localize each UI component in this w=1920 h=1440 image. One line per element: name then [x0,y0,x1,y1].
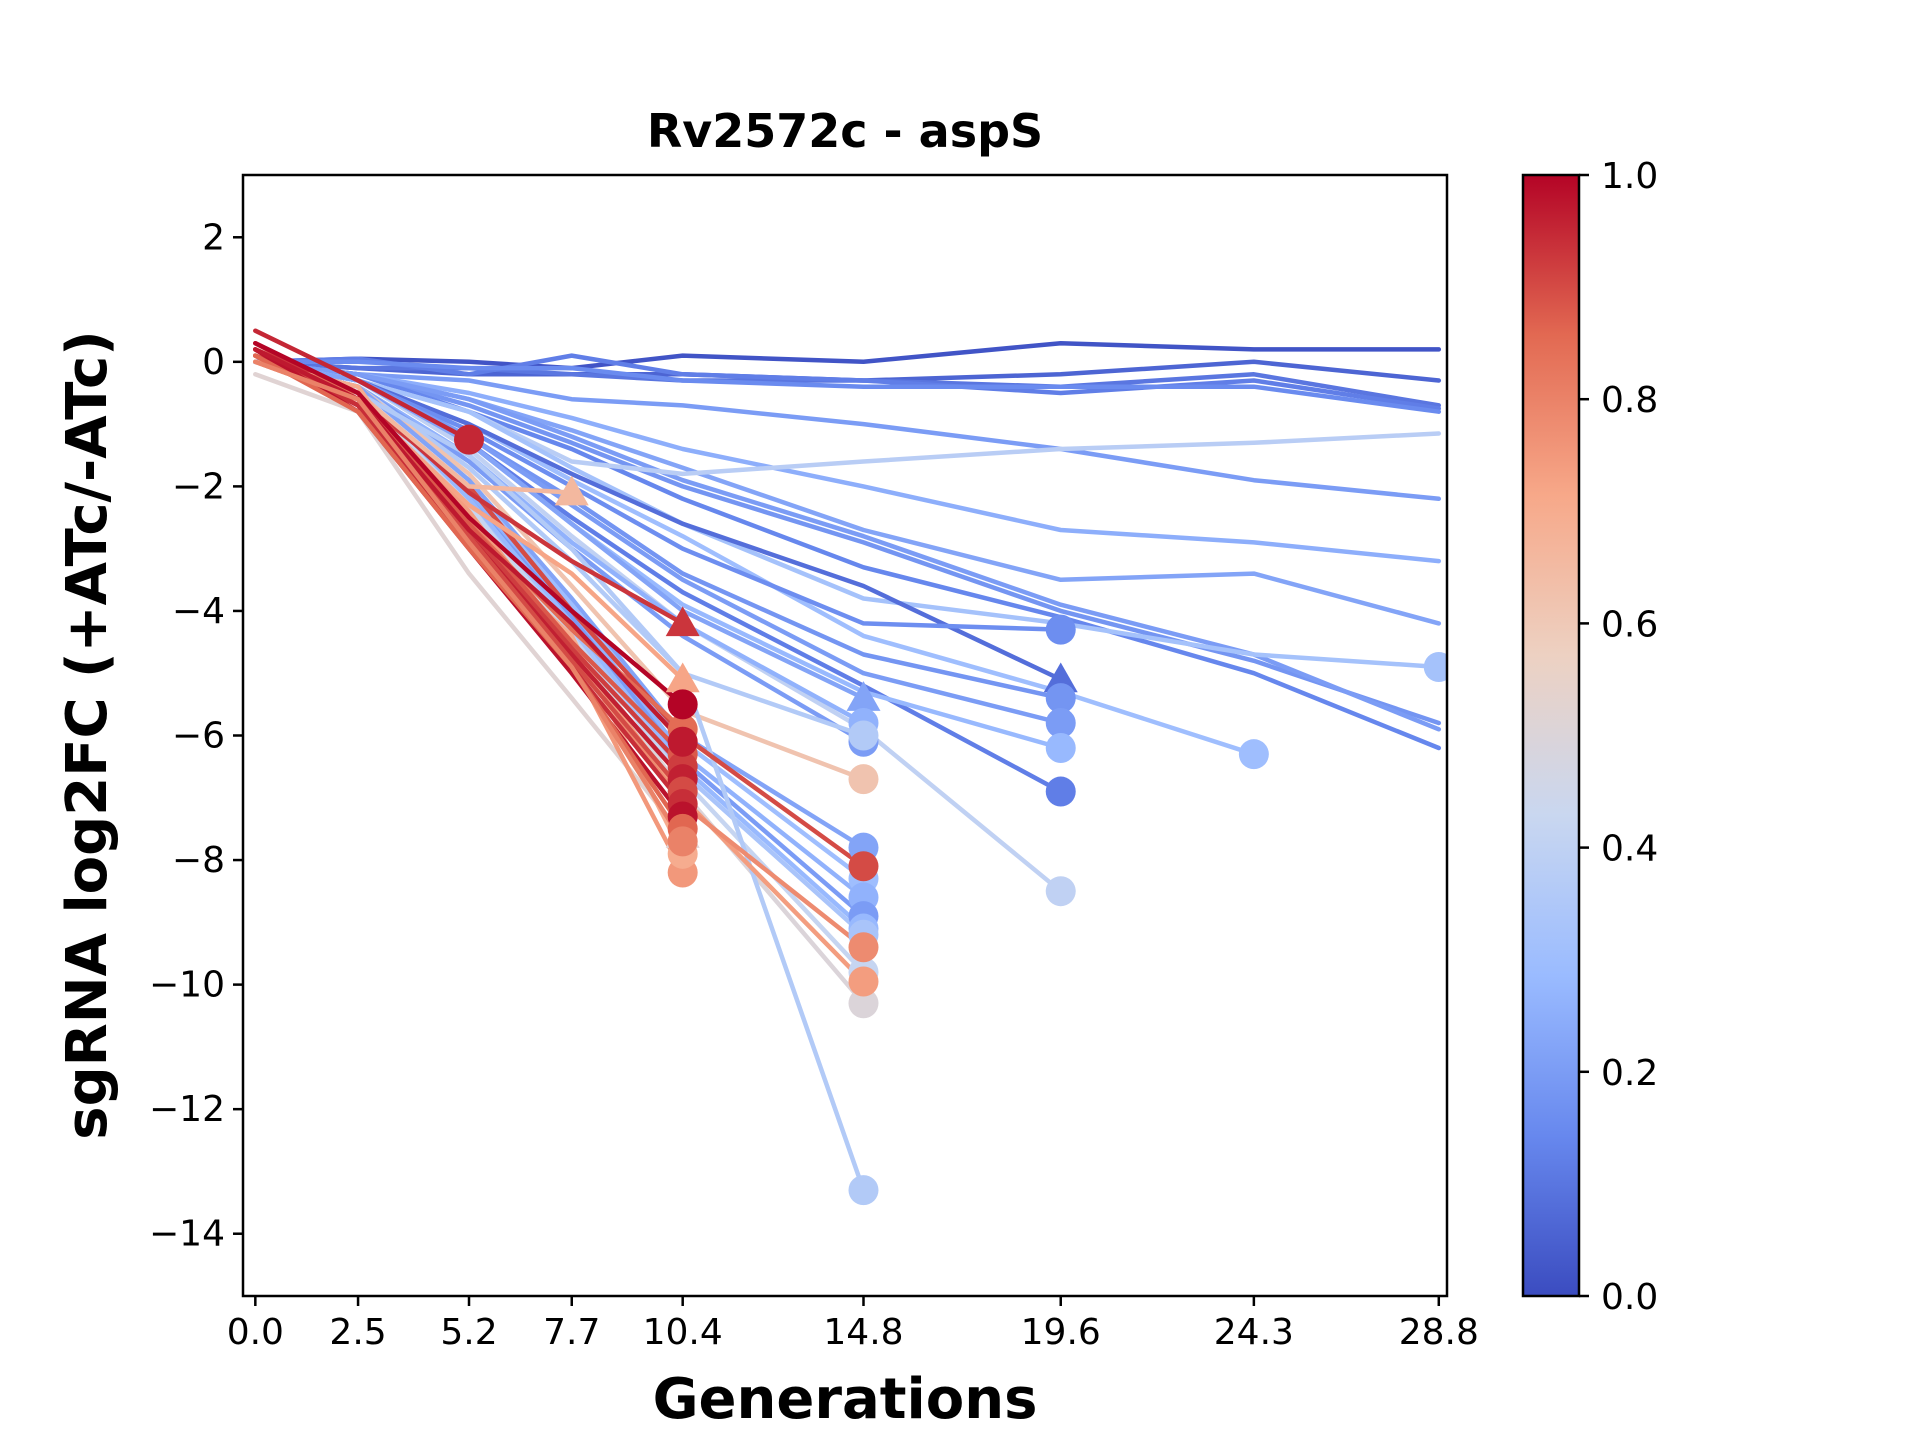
series-end-marker [848,988,879,1019]
series-end-marker [1045,614,1076,645]
series-end-marker [848,851,879,882]
series-end-marker [848,764,879,795]
series-line [253,328,472,442]
x-tick-label: 5.2 [440,1312,497,1353]
series-end-marker [848,932,879,963]
x-tick-label: 14.8 [823,1312,903,1353]
series-line [253,347,685,744]
colorbar-tick-label: 0.6 [1601,604,1658,645]
chart-title: Rv2572c - aspS [647,104,1043,158]
series-end-marker [1045,876,1076,907]
series-end-marker-triangle [554,475,589,506]
y-tick-label: −4 [172,591,225,632]
series-end-marker [1045,776,1076,807]
series-line [253,359,866,738]
series-end-marker [848,1175,879,1206]
colorbar-tick-label: 0.4 [1601,829,1658,870]
series-end-marker-triangle [665,662,700,693]
series-layer [253,328,1447,1206]
x-tick-label: 7.7 [543,1312,600,1353]
x-axis-label: Generations [653,1367,1038,1432]
colorbar [1521,173,1581,1298]
series-line [253,359,866,701]
colorbar-tick-label: 0.8 [1601,380,1658,421]
colorbar-tick-label: 0.0 [1601,1277,1658,1318]
y-tick-label: −6 [172,716,225,757]
x-tick-label: 19.6 [1021,1312,1101,1353]
series-end-marker [667,689,698,720]
y-tick-label: 0 [202,342,225,383]
series-line [253,359,1442,751]
series-end-marker [848,966,879,997]
series-end-marker [1045,683,1076,714]
series-line [253,359,1442,732]
series-line [253,359,1442,502]
plot-frame [241,173,1449,1298]
series-end-marker-triangle [846,681,881,711]
series-line [253,359,1442,414]
y-tick-label: −8 [172,840,225,881]
series-end-marker [1045,708,1076,739]
colorbar-ticks: 0.0 0.2 0.4 0.6 0.8 1.0 [1579,156,1658,1318]
series-end-marker [848,720,879,751]
series-line [253,340,685,707]
y-tick-label: −14 [149,1214,225,1255]
y-tick-label: 2 [202,217,225,258]
series-end-marker [667,726,698,757]
series-end-marker [1238,739,1269,770]
series-line [253,340,1442,371]
series-end-marker [1045,732,1076,763]
series-end-marker-triangle [665,606,700,637]
colorbar-tick-label: 1.0 [1601,156,1658,197]
x-tick-label: 10.4 [643,1312,723,1353]
x-tick-label: 24.3 [1214,1312,1294,1353]
y-tick-label: −12 [149,1089,225,1130]
x-tick-label: 2.5 [329,1312,386,1353]
y-tick-label: −10 [149,965,225,1006]
y-axis-label: sgRNA log2FC (+ATc/-ATc) [55,330,120,1140]
series-end-marker [667,826,698,857]
y-tick-label: −2 [172,466,225,507]
x-tick-label: 28.8 [1399,1312,1479,1353]
x-tick-label: 0.0 [227,1312,284,1353]
series-end-marker [1423,651,1447,682]
series-line [253,359,685,844]
series-line [253,359,866,1193]
series-line [253,372,685,838]
y-axis: 2 0 −2 −4 −6 −8 −10 −12 −14 [149,217,243,1255]
colorbar-tick-label: 0.2 [1601,1053,1658,1094]
series-end-marker [454,424,485,455]
series-end-marker-triangle [1043,662,1078,693]
x-axis: 0.0 2.5 5.2 7.7 10.4 14.8 19.6 24.3 28.8 [227,1296,1479,1353]
